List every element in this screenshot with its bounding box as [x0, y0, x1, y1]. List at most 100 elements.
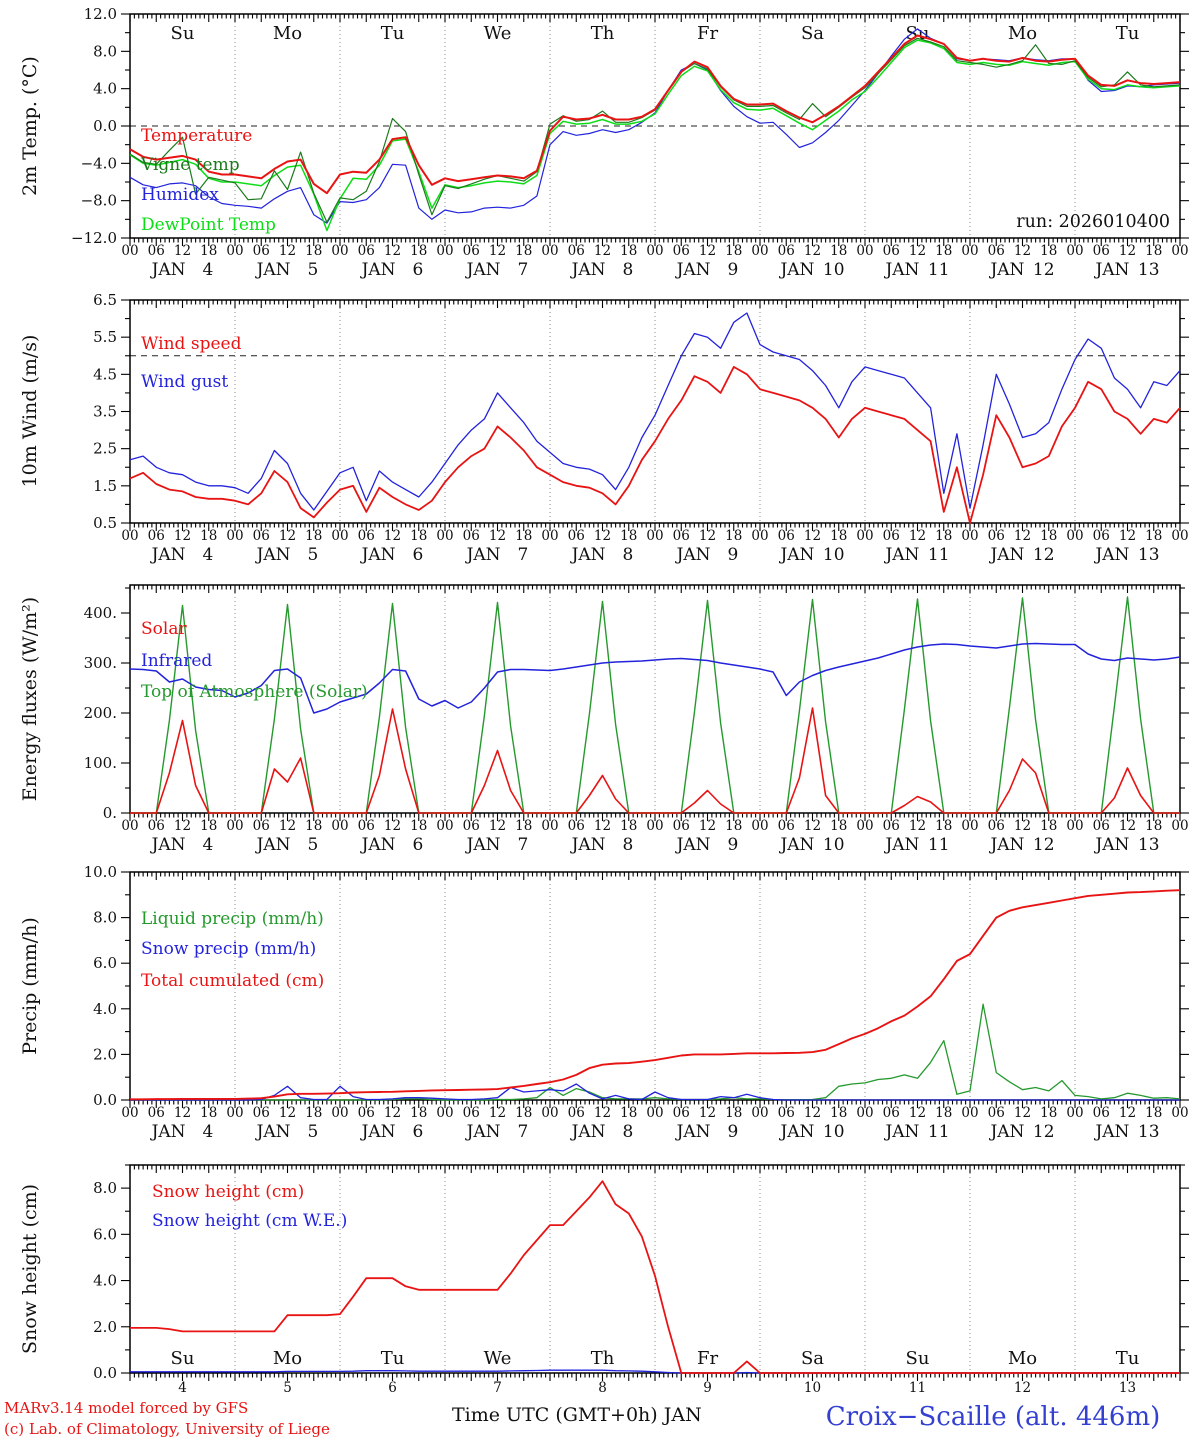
svg-text:00: 00	[331, 528, 348, 544]
svg-text:18: 18	[830, 528, 847, 544]
panel-precip: 10.08.06.04.02.00.000 06 12 18 00 06 12 18 00 06 1…	[84, 863, 1189, 1142]
svg-text:6.0: 6.0	[93, 954, 117, 972]
panel-temp: 12.08.04.00.0−4.0−8.0−12.000 06 12 18 00 06 12…	[71, 5, 1189, 280]
svg-text:06: 06	[463, 1105, 480, 1121]
svg-text:18: 18	[410, 243, 427, 259]
svg-text:JAN 12: JAN 12	[988, 545, 1054, 565]
svg-text:06: 06	[463, 528, 480, 544]
svg-text:00: 00	[121, 1105, 138, 1121]
svg-text:00: 00	[856, 1105, 873, 1121]
date-labels: JAN 4 JAN 5 JAN 6 JAN 7 JAN 8 JAN 9 JAN 10 JAN …	[150, 545, 1160, 565]
svg-text:5: 5	[283, 1380, 292, 1396]
svg-text:JAN 4: JAN 4	[150, 835, 214, 855]
svg-text:00: 00	[751, 1105, 768, 1121]
y-tick-labels: 400. 300. 200. 100. 0.	[84, 604, 117, 822]
svg-text:00: 00	[541, 818, 558, 834]
svg-text:JAN 12: JAN 12	[988, 1122, 1054, 1142]
svg-text:We: We	[484, 1348, 512, 1369]
svg-text:18: 18	[1040, 528, 1057, 544]
svg-text:8.0: 8.0	[93, 909, 117, 927]
svg-text:06: 06	[148, 818, 165, 834]
hour-labels: 00 06 12 18 00 06 12 18 00 06 12 18 00 06 12 18 00 06 12 18…	[121, 528, 1188, 544]
svg-text:18: 18	[410, 528, 427, 544]
svg-text:06: 06	[253, 243, 270, 259]
legend-liquid-precip: Liquid precip (mm/h)	[141, 909, 324, 929]
svg-text:JAN 9: JAN 9	[675, 260, 739, 280]
svg-text:JAN 13: JAN 13	[1093, 260, 1159, 280]
day-gridlines	[234, 1165, 1076, 1373]
svg-text:Su: Su	[171, 1348, 195, 1369]
svg-text:JAN 7: JAN 7	[465, 545, 529, 565]
svg-text:00: 00	[226, 818, 243, 834]
svg-text:12: 12	[384, 1105, 401, 1121]
svg-text:JAN 8: JAN 8	[570, 545, 634, 565]
svg-text:12: 12	[279, 528, 296, 544]
svg-text:2.0: 2.0	[93, 1045, 117, 1063]
svg-text:00: 00	[226, 243, 243, 259]
panel-wind: 6.55.54.53.52.51.50.500 06 12 18 00 06 12 18 00 0…	[93, 291, 1189, 565]
y-ticks	[121, 1164, 1189, 1374]
svg-text:12: 12	[804, 1105, 821, 1121]
svg-text:00: 00	[436, 528, 453, 544]
svg-text:JAN 13: JAN 13	[1093, 545, 1159, 565]
svg-text:12: 12	[174, 243, 191, 259]
panel-snow: 8.0 6.0 4.0 2.0 0.0 4 5 6 7 8 9 10 11 12 13 Su Mo Tu We Th F…	[93, 1164, 1189, 1396]
svg-text:06: 06	[988, 243, 1005, 259]
svg-text:06: 06	[568, 243, 585, 259]
svg-text:3.5: 3.5	[93, 403, 117, 421]
svg-text:12: 12	[489, 818, 506, 834]
svg-text:JAN 11: JAN 11	[883, 1122, 949, 1142]
svg-text:00: 00	[1171, 818, 1188, 834]
svg-text:18: 18	[1040, 818, 1057, 834]
svg-text:06: 06	[253, 528, 270, 544]
svg-text:00: 00	[121, 243, 138, 259]
date-labels: JAN 4 JAN 5 JAN 6 JAN 7 JAN 8 JAN 9 JAN 10 JAN …	[150, 1122, 1160, 1142]
y-ticks	[121, 299, 1189, 524]
svg-text:06: 06	[778, 243, 795, 259]
svg-text:12: 12	[699, 818, 716, 834]
svg-text:18: 18	[830, 818, 847, 834]
svg-text:0.: 0.	[103, 804, 117, 822]
svg-text:06: 06	[988, 528, 1005, 544]
run-label: run: 2026010400	[1016, 212, 1170, 232]
svg-text:18: 18	[200, 1105, 217, 1121]
legend-snow-height-we: Snow height (cm W.E.)	[152, 1211, 348, 1231]
svg-text:0.0: 0.0	[93, 1091, 117, 1109]
svg-text:JAN 8: JAN 8	[570, 835, 634, 855]
svg-text:06: 06	[358, 1105, 375, 1121]
svg-text:18: 18	[725, 528, 742, 544]
svg-text:−8.0: −8.0	[81, 192, 117, 210]
svg-text:12: 12	[384, 818, 401, 834]
svg-text:06: 06	[568, 1105, 585, 1121]
svg-text:5.5: 5.5	[93, 328, 117, 346]
svg-text:JAN 8: JAN 8	[570, 1122, 634, 1142]
svg-text:18: 18	[935, 818, 952, 834]
svg-text:18: 18	[410, 1105, 427, 1121]
svg-text:11: 11	[909, 1380, 926, 1396]
svg-text:00: 00	[436, 818, 453, 834]
svg-text:JAN 6: JAN 6	[360, 545, 424, 565]
svg-text:18: 18	[305, 243, 322, 259]
y-ticks	[121, 871, 1189, 1101]
svg-text:0.5: 0.5	[93, 514, 117, 532]
svg-text:12: 12	[1119, 818, 1136, 834]
svg-text:12: 12	[699, 528, 716, 544]
svg-text:06: 06	[1093, 243, 1110, 259]
hour-labels: 00 06 12 18 00 06 12 18 00 06 12 18 00 06 12 18 00 06 12 18…	[121, 243, 1188, 259]
x-ticks	[129, 1165, 1181, 1381]
svg-text:6.5: 6.5	[93, 291, 117, 309]
svg-text:18: 18	[1145, 1105, 1162, 1121]
x-ticks	[129, 300, 1181, 531]
svg-text:JAN 9: JAN 9	[675, 1122, 739, 1142]
y-ticks	[121, 587, 1189, 814]
svg-text:18: 18	[515, 243, 532, 259]
svg-text:JAN 10: JAN 10	[778, 260, 844, 280]
svg-text:JAN 9: JAN 9	[675, 835, 739, 855]
svg-text:JAN 7: JAN 7	[465, 1122, 529, 1142]
svg-text:00: 00	[961, 818, 978, 834]
svg-text:06: 06	[778, 1105, 795, 1121]
svg-text:8: 8	[598, 1380, 607, 1396]
svg-text:JAN 10: JAN 10	[778, 835, 844, 855]
svg-text:18: 18	[1145, 818, 1162, 834]
